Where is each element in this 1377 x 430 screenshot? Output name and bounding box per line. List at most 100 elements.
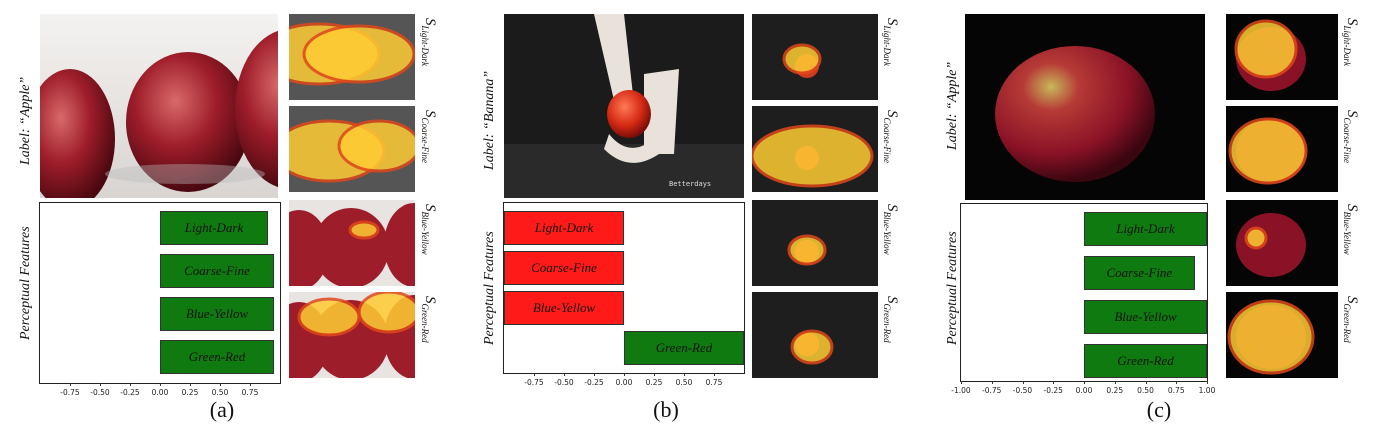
x-tick-label: 0.25 xyxy=(181,388,199,397)
apple-on-black-photo xyxy=(965,14,1205,200)
x-tick-label: 0.75 xyxy=(1167,386,1185,395)
bar-label: Light-Dark xyxy=(534,220,594,235)
saliency-feature: Blue-Yellow xyxy=(882,211,892,255)
panel-caption: (c) xyxy=(1146,397,1172,422)
x-tick-mark xyxy=(654,373,655,376)
x-tick-mark xyxy=(594,373,595,376)
panel-c: Label: “Apple” Perceptual Features Light… xyxy=(918,0,1377,430)
panel-a: Label: “Apple” Perceptual Features Light… xyxy=(0,0,459,430)
saliency-label: SLight-Dark xyxy=(882,18,900,66)
saliency-feature: Green-Red xyxy=(1342,303,1352,343)
x-tick-mark xyxy=(1145,381,1147,384)
x-tick-mark xyxy=(250,383,251,386)
axis-title: Perceptual Features xyxy=(18,226,33,340)
feature-bar-chart: Light-Dark Coarse-Fine Blue-Yellow Green-Re… xyxy=(503,202,745,387)
saliency-label: SBlue-Yellow xyxy=(1342,204,1360,255)
feature-bar-chart: Light-Dark Coarse-Fine Blue-Yellow Green-Re… xyxy=(951,203,1215,395)
bar-blue-yellow: Blue-Yellow xyxy=(504,291,624,325)
saliency-feature: Coarse-Fine xyxy=(882,117,892,164)
x-tick-label: -0.25 xyxy=(584,378,604,387)
panel-caption: (a) xyxy=(209,397,235,422)
bar-green-red: Green-Red xyxy=(1084,344,1207,378)
saliency-label: SGreen-Red xyxy=(420,296,438,343)
bar-label: Coarse-Fine xyxy=(184,263,250,278)
apples-photo xyxy=(40,14,278,198)
x-tick-label: -0.25 xyxy=(120,388,140,397)
saliency-symbol: S xyxy=(1344,110,1360,118)
bar-blue-yellow: Blue-Yellow xyxy=(1084,300,1207,334)
saliency-symbol: S xyxy=(1344,296,1360,304)
bar-coarse-fine: Coarse-Fine xyxy=(1084,256,1195,290)
saliency-label: SGreen-Red xyxy=(1342,296,1360,343)
x-tick-mark xyxy=(684,373,685,376)
saliency-symbol: S xyxy=(422,204,438,212)
x-tick-label: -0.50 xyxy=(1012,386,1033,395)
saliency-feature: Light-Dark xyxy=(882,25,892,67)
saliency-feature: Blue-Yellow xyxy=(1342,211,1352,255)
saliency-feature: Coarse-Fine xyxy=(420,117,430,164)
saliency-map-blue-yellow xyxy=(752,200,878,286)
saliency-label: SGreen-Red xyxy=(882,296,900,343)
saliency-symbol: S xyxy=(422,18,438,26)
bar-label: Green-Red xyxy=(655,340,713,355)
x-tick-mark xyxy=(1053,381,1055,384)
x-tick-label: -1.00 xyxy=(951,386,971,395)
x-tick-mark xyxy=(991,381,993,384)
bar-coarse-fine: Coarse-Fine xyxy=(504,251,624,285)
saliency-feature: Coarse-Fine xyxy=(1342,117,1352,164)
axis-title: Perceptual Features xyxy=(482,231,497,345)
saliency-map-coarse-fine xyxy=(1226,106,1338,192)
x-tick-mark xyxy=(1114,381,1116,384)
x-tick-label: -0.50 xyxy=(90,388,110,397)
saliency-map-light-dark xyxy=(289,14,415,100)
saliency-map-coarse-fine xyxy=(289,106,415,192)
bar-coarse-fine: Coarse-Fine xyxy=(160,254,274,288)
x-tick-mark xyxy=(1084,381,1085,384)
x-tick-label: 0.00 xyxy=(151,388,169,397)
bar-label: Blue-Yellow xyxy=(185,306,249,321)
x-tick-label: 0.00 xyxy=(615,378,633,387)
saliency-label: SCoarse-Fine xyxy=(420,110,438,163)
saliency-feature: Green-Red xyxy=(882,303,892,343)
saliency-label: SLight-Dark xyxy=(1342,18,1360,66)
saliency-label: SBlue-Yellow xyxy=(882,204,900,255)
saliency-symbol: S xyxy=(422,110,438,118)
bar-light-dark: Light-Dark xyxy=(1084,212,1207,246)
saliency-map-blue-yellow xyxy=(289,200,415,286)
saliency-label: SCoarse-Fine xyxy=(882,110,900,163)
saliency-map-light-dark xyxy=(752,14,878,100)
x-tick-mark xyxy=(1176,381,1178,384)
saliency-map-green-red xyxy=(752,292,878,378)
feature-bar-chart: Light-Dark Coarse-Fine Blue-Yellow Green-Re… xyxy=(39,202,281,397)
axis-title: Perceptual Features xyxy=(945,231,960,345)
saliency-label: SLight-Dark xyxy=(420,18,438,66)
x-tick-label: 0.25 xyxy=(645,378,663,387)
bar-label: Light-Dark xyxy=(1116,221,1175,236)
saliency-map-blue-yellow xyxy=(1226,200,1338,286)
saliency-map-green-red xyxy=(289,292,415,378)
bar-label: Green-Red xyxy=(1117,353,1174,368)
x-tick-label: 0.00 xyxy=(1075,386,1093,395)
x-tick-mark xyxy=(190,383,191,386)
bar-label: Blue-Yellow xyxy=(1114,309,1177,324)
x-tick-mark xyxy=(624,373,625,376)
saliency-map-light-dark xyxy=(1226,14,1338,100)
x-tick-label: -0.75 xyxy=(524,378,544,387)
x-tick-mark xyxy=(1207,381,1208,384)
saliency-feature: Light-Dark xyxy=(420,25,430,67)
x-tick-mark xyxy=(70,383,71,386)
bar-label: Coarse-Fine xyxy=(1106,265,1173,280)
saliency-symbol: S xyxy=(884,110,900,118)
x-tick-label: -0.75 xyxy=(982,386,1002,395)
saliency-symbol: S xyxy=(884,296,900,304)
saliency-symbol: S xyxy=(422,296,438,304)
saliency-symbol: S xyxy=(884,204,900,212)
x-tick-label: 0.50 xyxy=(675,378,693,387)
saliency-feature: Blue-Yellow xyxy=(420,211,430,255)
x-tick-mark xyxy=(961,381,962,384)
saliency-map-green-red xyxy=(1226,292,1338,378)
saliency-feature: Light-Dark xyxy=(1342,25,1352,67)
bar-light-dark: Light-Dark xyxy=(504,211,624,245)
x-tick-mark xyxy=(1022,381,1024,384)
svg-text:Betterdays: Betterdays xyxy=(669,180,711,188)
